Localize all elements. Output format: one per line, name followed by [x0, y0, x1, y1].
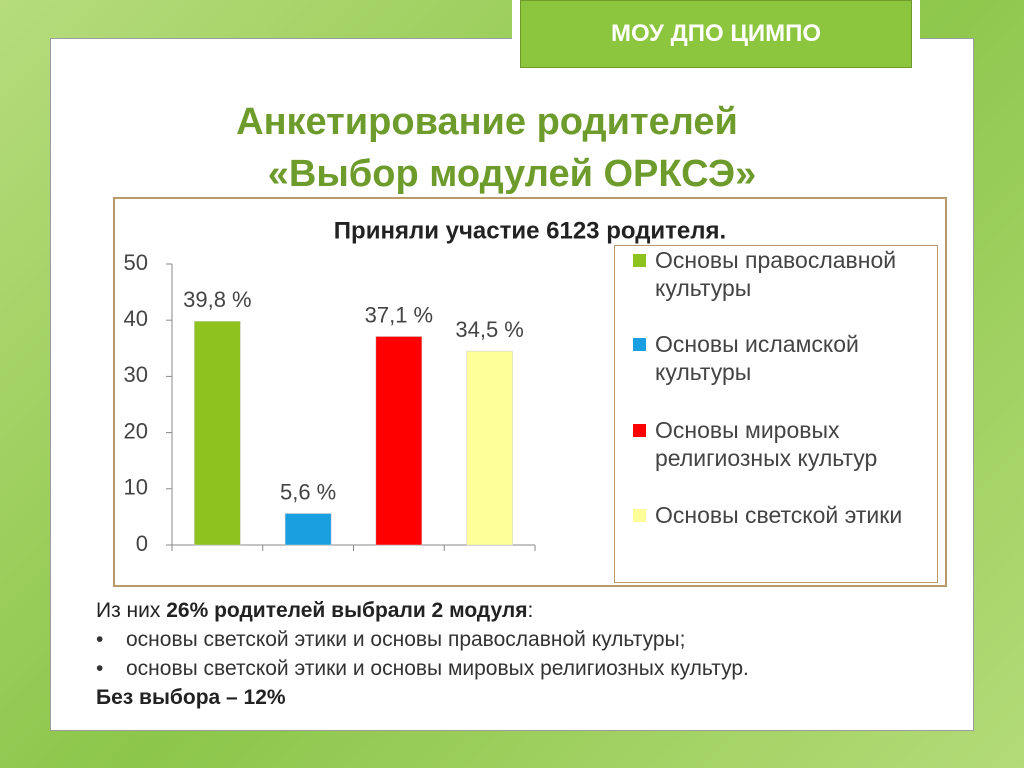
- legend-label: Основы исламской культуры: [655, 331, 859, 385]
- legend-swatch: [633, 338, 646, 351]
- legend-label: Основы светской этики: [655, 502, 903, 528]
- y-tick-label: 0: [136, 531, 148, 556]
- legend: Основы православной культуры Основы ислам…: [614, 245, 938, 583]
- chart: Приняли участие 6123 родителя. 0 10 20 30 40…: [113, 197, 947, 587]
- y-tick-label: 10: [124, 475, 148, 500]
- title-line: Анкетирование родителей: [236, 101, 738, 143]
- bar: [375, 336, 423, 546]
- value-label: 34,5 %: [455, 317, 524, 342]
- bullet: основы светской этики и основы православ…: [96, 625, 749, 654]
- legend-entry: Основы мировых религиозных культур: [629, 416, 955, 472]
- y-tick-label: 20: [124, 418, 148, 443]
- slide-title: Анкетирование родителей «Выбор модулей О…: [0, 96, 1024, 200]
- legend-swatch: [633, 509, 646, 522]
- bar: [284, 513, 332, 546]
- intro-bold: 26% родителей выбрали 2 модуля: [166, 599, 528, 622]
- y-tick-label: 30: [124, 362, 148, 387]
- intro: Из них 26% родителей выбрали 2 модуля:: [96, 596, 749, 625]
- legend-swatch: [633, 254, 646, 267]
- bar: [466, 350, 513, 546]
- value-label: 5,6 %: [280, 479, 336, 504]
- legend-entry: Основы исламской культуры: [629, 330, 955, 386]
- title-line: «Выбор модулей ОРКСЭ»: [267, 153, 757, 195]
- legend-entry: Основы православной культуры: [629, 246, 955, 302]
- bullet: основы светской этики и основы мировых р…: [96, 654, 749, 683]
- y-tick-label: 50: [124, 250, 148, 275]
- value-label: 39,8 %: [183, 287, 252, 312]
- badge: МОУ ДПО ЦИМПО: [512, 0, 920, 76]
- text-body: Из них 26% родителей выбрали 2 модуля: о…: [96, 596, 749, 712]
- chart-svg: Приняли участие 6123 родителя. 0 10 20 30 40…: [124, 217, 727, 556]
- bar: [194, 321, 241, 546]
- legend-label: Основы мировых религиозных культур: [655, 417, 878, 471]
- legend-entry: Основы светской этики: [629, 501, 955, 529]
- value-label: 37,1 %: [365, 302, 434, 327]
- badge-text: МОУ ДПО ЦИМПО: [520, 0, 912, 68]
- chart-title: Приняли участие 6123 родителя.: [334, 217, 726, 244]
- intro-end: :: [527, 599, 534, 622]
- legend-swatch: [633, 424, 646, 437]
- y-tick-label: 40: [124, 306, 148, 331]
- intro-text: Из них: [96, 599, 167, 622]
- footer: Без выбора – 12%: [96, 686, 286, 709]
- legend-label: Основы православной культуры: [655, 247, 897, 301]
